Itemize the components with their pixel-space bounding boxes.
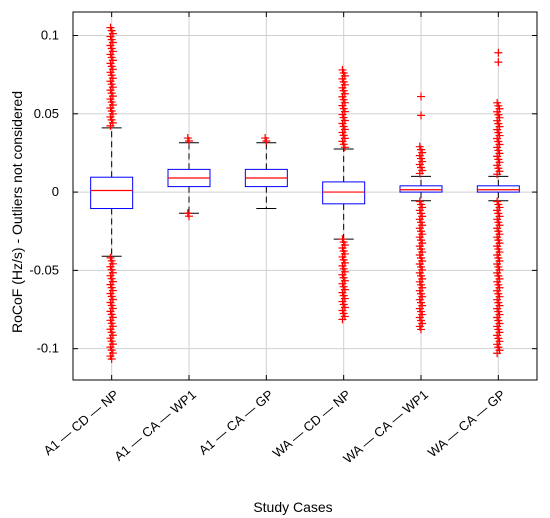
box-iqr [476, 185, 520, 193]
x-tick-label: A1 — CD — NP [41, 387, 122, 458]
x-tick-label: A1 — CA — WP1 [111, 387, 199, 464]
y-axis-title: RoCoF (Hz/s) - Outliers not considered [9, 91, 25, 333]
outlier-marker [340, 143, 349, 152]
y-tick-label: -0.05 [29, 262, 59, 277]
outlier-marker [415, 169, 424, 178]
outlier-marker [106, 121, 115, 130]
outlier-marker [262, 137, 271, 146]
box-iqr [322, 181, 366, 205]
box-group [476, 48, 520, 358]
outlier-marker [493, 170, 502, 179]
outlier-marker [417, 325, 425, 334]
outlier-marker [494, 48, 503, 57]
y-tick-label: -0.1 [37, 341, 59, 356]
outlier-marker [338, 315, 347, 324]
outlier-marker [185, 137, 193, 146]
outlier-marker [494, 58, 503, 67]
outlier-marker [417, 92, 425, 101]
outlier-marker [417, 111, 425, 120]
box-group [244, 134, 288, 210]
box-group [322, 65, 366, 324]
box-iqr [90, 176, 134, 210]
box-group [399, 92, 443, 334]
y-tick-label: 0.05 [34, 106, 59, 121]
box-layer [90, 23, 520, 364]
box-group [90, 23, 134, 364]
x-tick-label: WA — CA — GP [425, 387, 508, 460]
x-tick-label: WA — CA — WP1 [340, 387, 431, 466]
y-tick-label: 0.1 [41, 27, 59, 42]
outlier-marker [493, 349, 502, 358]
outlier-marker [185, 212, 193, 221]
y-tick-label: 0 [52, 184, 59, 199]
x-tick-label: A1 — CA — GP [196, 387, 276, 458]
x-tick-label: WA — CD — NP [270, 387, 354, 461]
plot-frame [72, 11, 538, 381]
box-group [167, 134, 211, 221]
grid-layer [73, 12, 537, 380]
outlier-marker [107, 355, 116, 364]
x-axis-title: Study Cases [253, 499, 332, 515]
box-iqr [399, 185, 443, 193]
